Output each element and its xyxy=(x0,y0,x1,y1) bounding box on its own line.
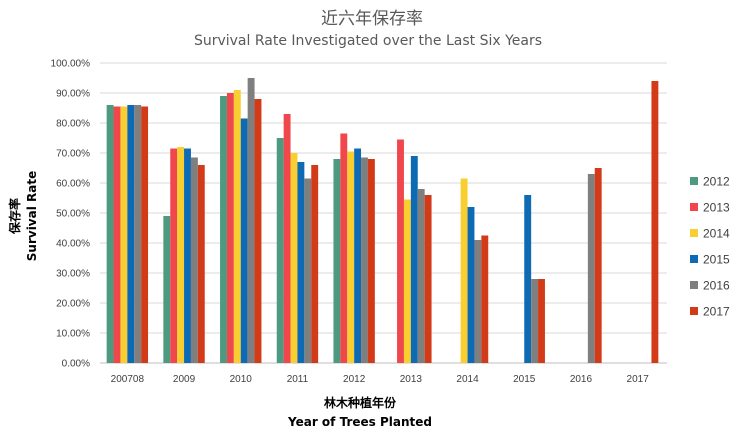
bar-2016-2015 xyxy=(531,279,539,363)
bar-2016-2012 xyxy=(361,157,368,363)
y-axis-ticks: 0.00% 10.00% 20.00% 30.00% 40.00% 50.00% 60.00… xyxy=(51,59,91,370)
bar-2016-2011 xyxy=(304,178,312,363)
chart-subtitle: Survival Rate Investigated over the Last… xyxy=(194,33,542,49)
bar-2017-2013 xyxy=(424,195,432,363)
y-tick-label: 30.00% xyxy=(56,269,90,280)
y-axis-label-en: Survival Rate xyxy=(25,171,39,261)
legend-swatch xyxy=(690,307,698,315)
bar-2014-2010 xyxy=(233,90,241,363)
x-tick-label: 2013 xyxy=(400,374,423,385)
bar-2015-2010 xyxy=(240,118,248,363)
y-tick-label: 70.00% xyxy=(56,149,90,160)
legend-swatch xyxy=(690,255,698,263)
bar-2013-2009 xyxy=(170,148,178,363)
x-tick-label: 2009 xyxy=(173,374,196,385)
bar-2015-2012 xyxy=(354,148,362,363)
bar-2016-2010 xyxy=(247,78,255,363)
bar-2012-2010 xyxy=(220,96,227,363)
bar-2014-200708 xyxy=(120,106,128,363)
x-tick-label: 2012 xyxy=(343,374,366,385)
bar-2017-2009 xyxy=(197,165,205,363)
bar-2013-200708 xyxy=(113,106,121,363)
bar-2013-2013 xyxy=(397,139,404,363)
y-tick-label: 90.00% xyxy=(56,89,90,100)
bar-2014-2009 xyxy=(177,147,185,363)
bar-2014-2014 xyxy=(460,178,468,363)
legend-label: 2017 xyxy=(703,305,730,319)
legend-label: 2015 xyxy=(703,253,730,267)
x-tick-label: 2015 xyxy=(513,374,536,385)
bar-2015-2011 xyxy=(297,162,305,363)
bar-2017-2012 xyxy=(367,159,375,363)
legend-label: 2014 xyxy=(703,227,730,241)
bar-2012-2011 xyxy=(276,138,284,363)
bar-2014-2012 xyxy=(347,151,355,363)
y-tick-label: 10.00% xyxy=(56,329,90,340)
y-tick-label: 60.00% xyxy=(56,179,90,190)
bar-2013-2010 xyxy=(226,93,234,363)
bar-2015-2015 xyxy=(524,195,532,363)
x-tick-label: 200708 xyxy=(111,374,145,385)
bar-2017-2015 xyxy=(538,279,545,363)
x-tick-label: 2011 xyxy=(287,374,309,385)
bar-2014-2013 xyxy=(403,199,411,363)
bar-2013-2012 xyxy=(340,133,348,363)
y-axis-label-cn: 保存率 xyxy=(7,198,22,235)
bar-2015-200708 xyxy=(127,105,135,363)
y-tick-label: 20.00% xyxy=(56,299,90,310)
bar-2015-2013 xyxy=(410,156,418,363)
x-tick-label: 2010 xyxy=(230,374,253,385)
bar-2017-2017 xyxy=(651,81,659,363)
bar-2017-2016 xyxy=(594,168,602,363)
bar-2014-2011 xyxy=(290,153,298,363)
x-tick-label: 2014 xyxy=(456,374,479,385)
y-tick-label: 0.00% xyxy=(62,359,90,370)
y-tick-label: 80.00% xyxy=(56,119,90,130)
legend-label: 2013 xyxy=(703,201,730,215)
y-tick-label: 40.00% xyxy=(56,239,90,250)
bar-2012-200708 xyxy=(106,105,114,363)
y-tick-label: 50.00% xyxy=(56,209,90,220)
legend: 2012 2013 2014 2015 2016 2017 xyxy=(690,175,730,319)
chart-title: 近六年保存率 xyxy=(321,9,423,29)
bar-2013-2011 xyxy=(283,114,291,363)
bar-2016-2013 xyxy=(417,189,425,363)
bar-2016-2016 xyxy=(587,174,595,363)
x-axis-label-cn: 林木种植年份 xyxy=(324,395,397,410)
bar-2016-2014 xyxy=(474,240,482,363)
legend-label: 2012 xyxy=(703,175,730,189)
legend-swatch xyxy=(690,177,698,185)
bar-2016-2009 xyxy=(190,157,198,363)
x-tick-label: 2017 xyxy=(627,374,650,385)
x-axis-ticks: 200708 2009 2010 2011 2012 2013 2014 2015 2016 20… xyxy=(111,374,650,385)
bar-2012-2009 xyxy=(163,216,171,363)
bar-2017-2010 xyxy=(254,99,262,363)
bar-2015-2014 xyxy=(467,207,475,363)
bar-2012-2012 xyxy=(333,159,341,363)
bar-2017-2014 xyxy=(481,235,489,363)
bar-2017-2011 xyxy=(311,165,319,363)
bar-2017-200708 xyxy=(141,106,149,363)
legend-swatch xyxy=(690,203,698,211)
legend-label: 2016 xyxy=(703,279,730,293)
x-axis-label-en: Year of Trees Planted xyxy=(287,415,432,429)
legend-swatch xyxy=(690,229,698,237)
bar-2015-2009 xyxy=(184,148,191,363)
legend-swatch xyxy=(690,281,698,289)
x-tick-label: 2016 xyxy=(570,374,593,385)
bars xyxy=(106,78,659,363)
bar-2016-200708 xyxy=(134,105,142,363)
y-tick-label: 100.00% xyxy=(51,59,91,70)
